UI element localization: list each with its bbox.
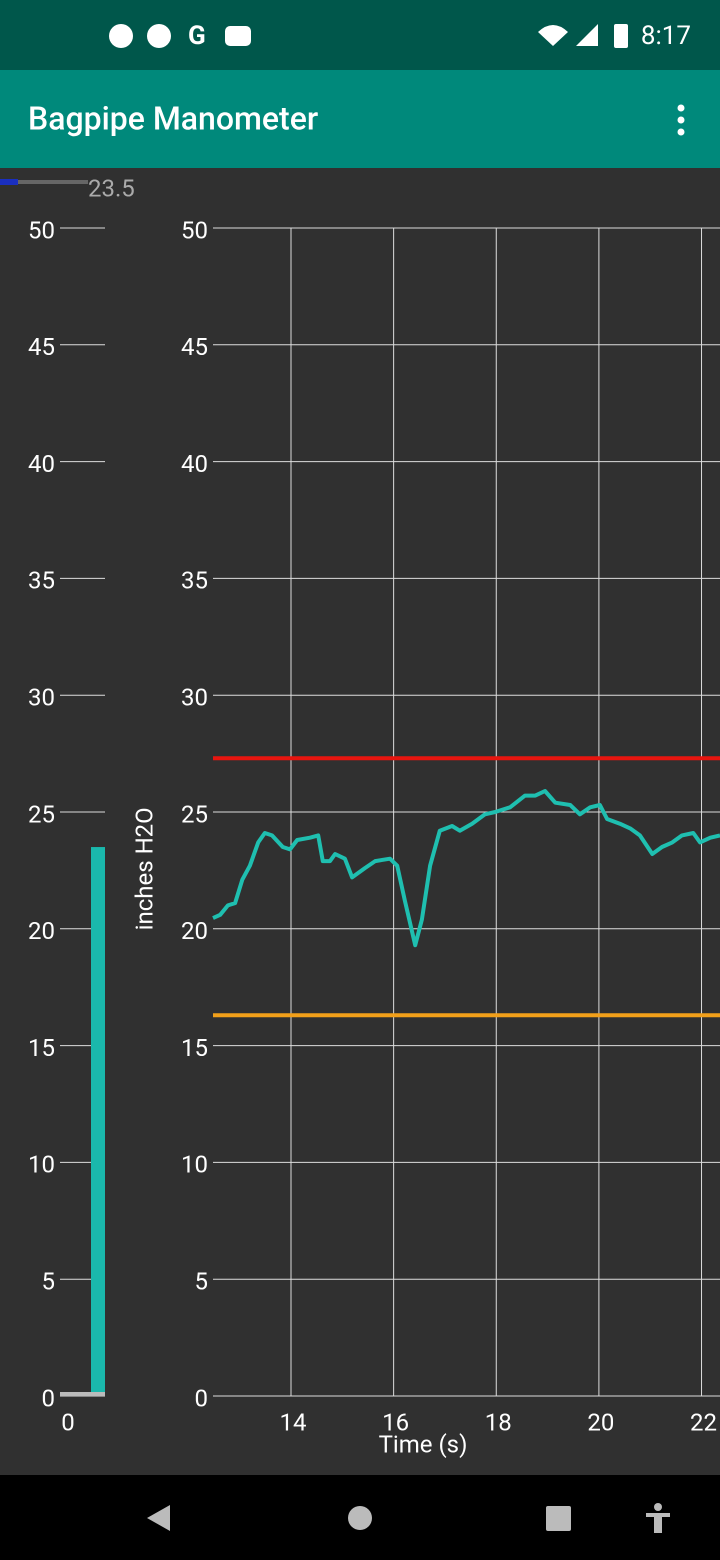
- seek-track: [0, 180, 88, 184]
- y-tick-label: 15: [28, 1034, 55, 1062]
- bar: [91, 847, 105, 1392]
- y-tick-label: 0: [195, 1384, 209, 1412]
- clock: 8:17: [641, 21, 691, 51]
- y-tick-label: 35: [28, 567, 55, 595]
- home-button[interactable]: [348, 1506, 372, 1530]
- y-tick-label: 25: [28, 800, 55, 828]
- overflow-menu[interactable]: [677, 104, 685, 136]
- nav-buttons: [147, 1503, 670, 1533]
- svg-text:G: G: [188, 21, 206, 51]
- y-tick-label: 20: [181, 917, 208, 945]
- y-tick-label: 50: [28, 216, 55, 244]
- y-tick-label: 10: [28, 1151, 55, 1179]
- y-tick-label: 5: [42, 1268, 56, 1296]
- back-button[interactable]: [147, 1505, 170, 1531]
- y-tick-label: 5: [195, 1268, 209, 1296]
- y-tick-label: 45: [181, 333, 208, 361]
- y-tick-label: 40: [28, 450, 55, 478]
- accessibility-button[interactable]: [646, 1503, 670, 1533]
- app-title: Bagpipe Manometer: [28, 99, 318, 137]
- y-tick-label: 0: [42, 1384, 56, 1412]
- baseline: [60, 1392, 105, 1396]
- x-tick-label: 0: [61, 1408, 75, 1436]
- data-line: [212, 789, 720, 948]
- seek-fill: [0, 179, 18, 185]
- y-tick-label: 40: [181, 450, 208, 478]
- y-tick-label: 30: [181, 684, 208, 712]
- y-tick-label: 50: [181, 216, 208, 244]
- y-tick-label: 10: [181, 1151, 208, 1179]
- x-tick-label: 22: [690, 1408, 717, 1436]
- x-tick-label: 16: [382, 1408, 409, 1436]
- status-bar: [0, 0, 720, 70]
- y-tick-label: 25: [181, 800, 208, 828]
- y-tick-label: 45: [28, 333, 55, 361]
- status-icons: G: [109, 21, 628, 51]
- y-tick-label: 35: [181, 567, 208, 595]
- x-tick-label: 14: [280, 1408, 307, 1436]
- recents-button[interactable]: [546, 1506, 571, 1531]
- y-tick-label: 30: [28, 684, 55, 712]
- y-axis-label: inches H2O: [130, 807, 158, 930]
- x-tick-label: 20: [587, 1408, 614, 1436]
- y-tick-label: 20: [28, 917, 55, 945]
- x-tick-label: 18: [485, 1408, 512, 1436]
- readout: 23.5: [88, 174, 135, 202]
- y-tick-label: 15: [181, 1034, 208, 1062]
- charts: 0510152025303540455000510152025303540455…: [28, 216, 720, 1458]
- x-axis-label: Time (s): [379, 1430, 468, 1458]
- app-bar: [0, 70, 720, 168]
